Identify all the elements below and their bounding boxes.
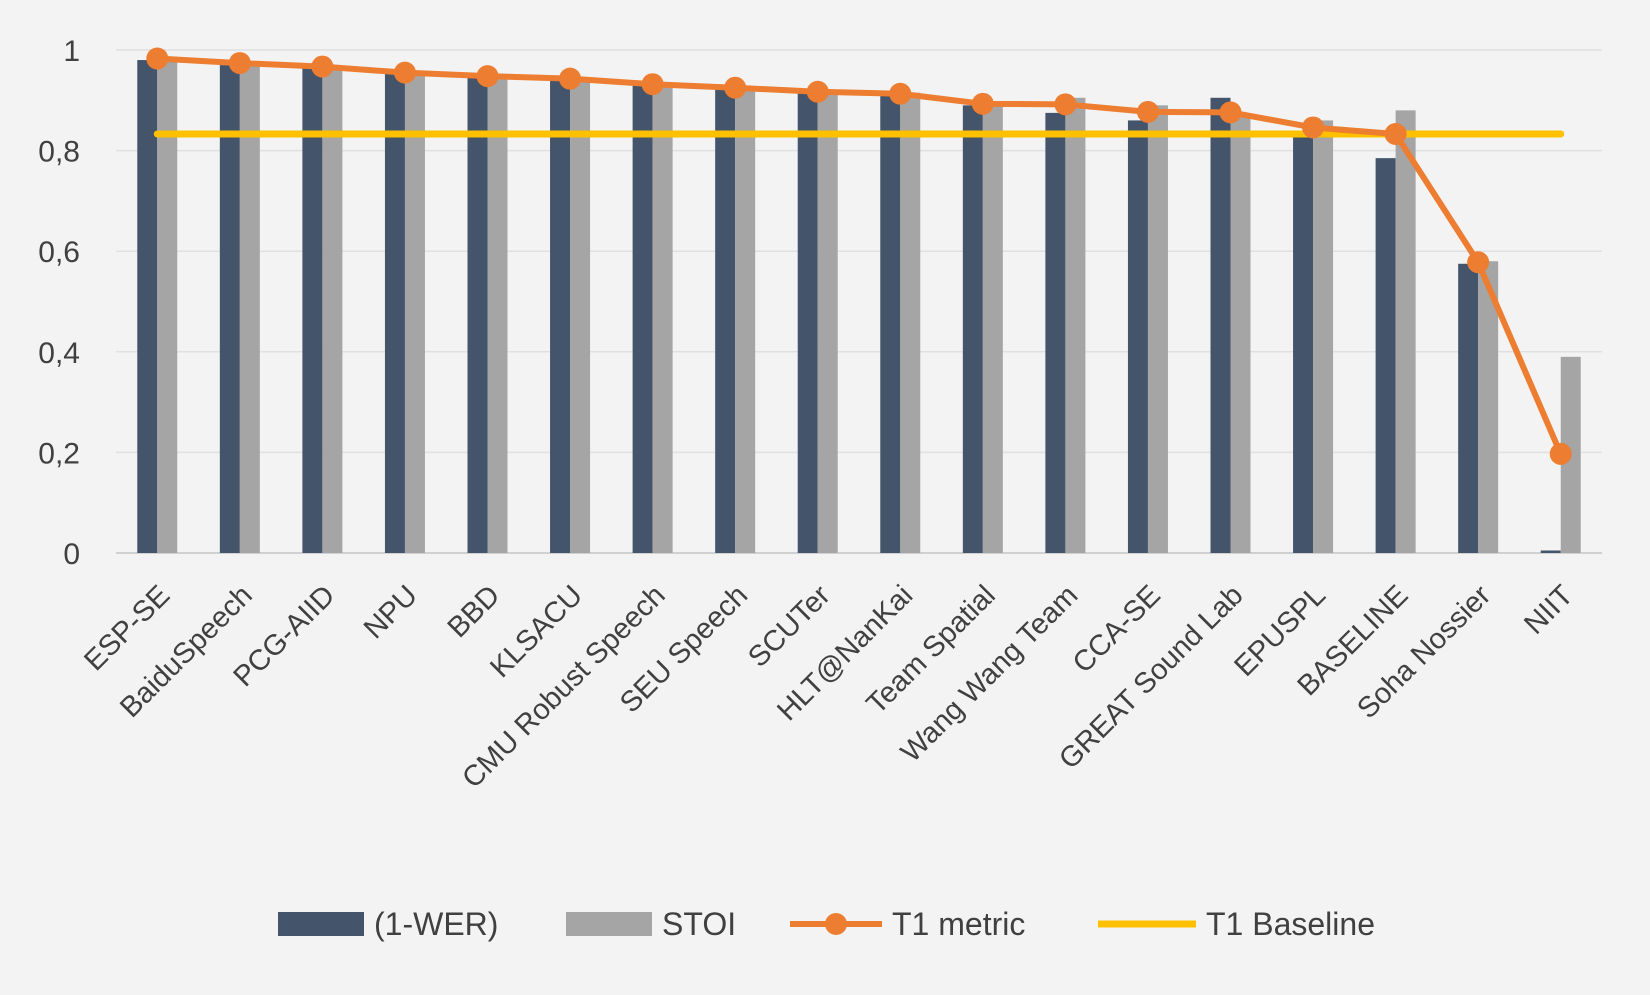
point-t1-metric-team-spatial bbox=[971, 92, 994, 115]
legend-label: T1 Baseline bbox=[1206, 906, 1375, 942]
bar-1-wer-soha-nossier bbox=[1458, 263, 1479, 553]
legend-label: (1-WER) bbox=[374, 906, 498, 942]
legend-item-t1-baseline: T1 Baseline bbox=[1098, 906, 1375, 942]
bar-stoi-baiduspeech bbox=[239, 62, 260, 553]
bar-stoi-npu bbox=[404, 72, 425, 553]
bar-1-wer-cmu-robust-speech bbox=[632, 85, 653, 554]
bar-stoi-seu-speech bbox=[735, 87, 756, 553]
legend-label: STOI bbox=[662, 906, 736, 942]
legend-marker bbox=[825, 913, 847, 935]
bar-1-wer-team-spatial bbox=[962, 105, 983, 553]
bar-1-wer-wang-wang-team bbox=[1045, 112, 1066, 553]
point-t1-metric-npu bbox=[393, 61, 416, 84]
bar-1-wer-niit bbox=[1540, 550, 1561, 553]
legend-item-t1-metric: T1 metric bbox=[790, 906, 1025, 942]
point-t1-metric-hlt-nankai bbox=[889, 82, 912, 105]
bar-stoi-hlt-nankai bbox=[900, 92, 921, 553]
bar-1-wer-esp-se bbox=[137, 60, 158, 554]
bar-stoi-scuter bbox=[817, 90, 838, 554]
bar-1-wer-klsacu bbox=[550, 80, 571, 554]
bar-stoi-team-spatial bbox=[982, 102, 1003, 553]
bar-1-wer-pcg-aiid bbox=[302, 67, 323, 553]
point-t1-metric-bbd bbox=[476, 65, 499, 88]
legend-swatch bbox=[566, 912, 652, 936]
point-t1-metric-klsacu bbox=[559, 67, 582, 90]
bar-1-wer-baseline bbox=[1375, 158, 1396, 553]
bar-1-wer-epuspl bbox=[1293, 132, 1314, 553]
bar-stoi-klsacu bbox=[570, 77, 591, 553]
y-tick-label: 0,8 bbox=[38, 136, 80, 169]
point-t1-metric-epuspl bbox=[1302, 116, 1325, 139]
grid-lines bbox=[116, 49, 1602, 554]
y-tick-label: 0,2 bbox=[38, 437, 80, 470]
lines bbox=[146, 47, 1572, 465]
bar-stoi-soha-nossier bbox=[1478, 261, 1499, 553]
point-t1-metric-seu-speech bbox=[724, 76, 747, 99]
point-t1-metric-pcg-aiid bbox=[311, 55, 334, 78]
point-t1-metric-cmu-robust-speech bbox=[641, 73, 664, 96]
point-t1-metric-soha-nossier bbox=[1467, 251, 1490, 274]
bar-stoi-cca-se bbox=[1147, 105, 1168, 553]
category-label: NPU bbox=[358, 579, 424, 645]
y-tick-label: 0,6 bbox=[38, 236, 80, 269]
legend-item-1-wer: (1-WER) bbox=[278, 906, 498, 942]
point-t1-metric-baiduspeech bbox=[228, 52, 251, 75]
bar-1-wer-baiduspeech bbox=[219, 65, 240, 553]
bar-stoi-epuspl bbox=[1313, 120, 1334, 554]
point-t1-metric-great-sound-lab bbox=[1219, 101, 1242, 124]
y-axis-ticks: 0 0,2 0,4 0,6 0,8 1 bbox=[38, 35, 80, 571]
bar-1-wer-scuter bbox=[797, 92, 818, 553]
bar-1-wer-hlt-nankai bbox=[880, 95, 901, 554]
y-tick-label: 1 bbox=[63, 35, 80, 68]
bar-stoi-pcg-aiid bbox=[322, 65, 343, 553]
bar-stoi-baseline bbox=[1395, 110, 1416, 554]
bars bbox=[137, 57, 1581, 554]
point-t1-metric-baseline bbox=[1384, 123, 1407, 146]
point-t1-metric-cca-se bbox=[1136, 100, 1159, 123]
point-t1-metric-scuter bbox=[806, 80, 829, 103]
bar-1-wer-cca-se bbox=[1127, 120, 1148, 554]
bar-stoi-esp-se bbox=[157, 57, 178, 554]
bar-stoi-great-sound-lab bbox=[1230, 115, 1251, 553]
bar-1-wer-npu bbox=[384, 72, 405, 553]
y-tick-label: 0,4 bbox=[38, 337, 80, 370]
bar-stoi-bbd bbox=[487, 75, 508, 554]
bar-stoi-wang-wang-team bbox=[1065, 97, 1086, 553]
bar-1-wer-seu-speech bbox=[715, 87, 736, 553]
point-t1-metric-wang-wang-team bbox=[1054, 93, 1077, 116]
y-tick-label: 0 bbox=[63, 538, 80, 571]
bar-stoi-cmu-robust-speech bbox=[652, 82, 673, 553]
bar-1-wer-great-sound-lab bbox=[1210, 97, 1231, 553]
legend-item-stoi: STOI bbox=[566, 906, 736, 942]
legend: (1-WER) STOI T1 metric T1 Baseline bbox=[278, 906, 1375, 942]
category-label: NIIT bbox=[1518, 579, 1580, 641]
legend-swatch bbox=[278, 912, 364, 936]
bar-1-wer-bbd bbox=[467, 77, 488, 553]
point-t1-metric-esp-se bbox=[146, 47, 169, 70]
legend-label: T1 metric bbox=[892, 906, 1025, 942]
line-t1-metric bbox=[157, 55, 1564, 456]
point-t1-metric-niit bbox=[1549, 442, 1572, 465]
category-label: BBD bbox=[442, 579, 507, 644]
